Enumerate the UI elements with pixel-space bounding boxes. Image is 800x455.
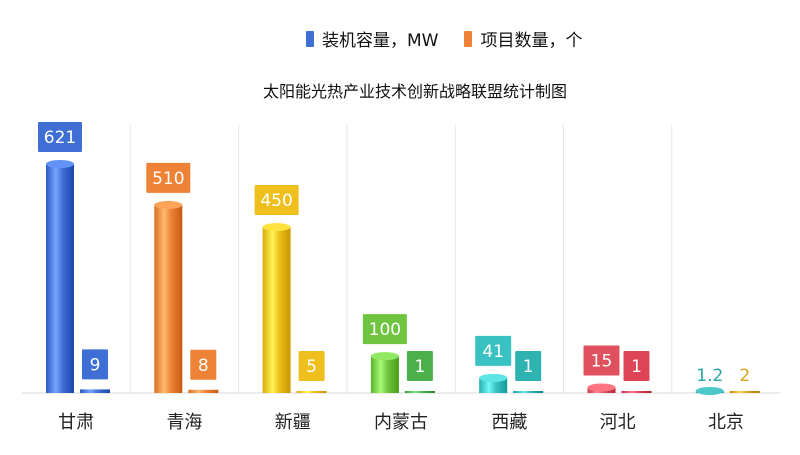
data-label-box-count [298, 351, 325, 381]
data-label-box-capacity [475, 335, 512, 366]
data-label-box-capacity [254, 185, 299, 216]
chart-title: 太阳能光热产业技术创新战略联盟统计制图 [262, 82, 567, 101]
data-label-box-capacity [362, 314, 407, 345]
bar-capacity-top [262, 223, 291, 232]
bar-capacity-top [154, 200, 183, 209]
legend-item-count: 项目数量，个 [464, 26, 582, 51]
bar-count [513, 391, 544, 393]
bar-capacity [46, 164, 74, 393]
data-label-box-count [406, 351, 433, 381]
legend-label-count: 项目数量，个 [480, 31, 583, 51]
data-label-box-capacity [583, 345, 620, 376]
data-label-count: 2 [739, 366, 750, 386]
x-tick-label: 河北 [600, 412, 636, 433]
data-label-count: 1 [631, 357, 642, 377]
x-tick-label: 西藏 [491, 412, 527, 433]
bar-count [80, 389, 110, 393]
x-tick-label: 内蒙古 [374, 412, 428, 433]
data-label-count: 1 [523, 357, 534, 377]
data-label-box-capacity [38, 122, 82, 152]
data-label-capacity: 621 [44, 128, 76, 148]
legend-label-capacity: 装机容量，MW [322, 31, 439, 51]
bar-capacity-top [370, 352, 399, 361]
bar-capacity-top [479, 373, 508, 382]
bar-capacity [154, 204, 183, 393]
x-tick-label: 青海 [166, 412, 202, 433]
bar-count [404, 391, 435, 393]
bar-capacity-top [46, 160, 74, 168]
bar-count [621, 391, 652, 393]
legend: 装机容量，MW 项目数量，个 [306, 26, 582, 51]
data-label-capacity: 41 [482, 342, 504, 362]
data-label-count: 8 [198, 356, 209, 376]
bar-capacity [479, 377, 508, 393]
data-label-count: 9 [90, 355, 101, 375]
legend-swatch-capacity [306, 30, 314, 47]
data-label-capacity: 450 [260, 191, 292, 211]
bar-capacity [262, 227, 291, 393]
bar-count [188, 389, 219, 393]
data-label-box-count [82, 349, 108, 380]
legend-swatch-count [464, 30, 473, 47]
bar-capacity [370, 356, 399, 393]
bar-count [296, 391, 327, 393]
data-label-count: 1 [414, 357, 425, 377]
data-label-capacity: 1.2 [696, 366, 723, 386]
bar-capacity-top [695, 387, 724, 395]
data-label-box-count [190, 349, 217, 380]
data-label-capacity: 510 [152, 169, 184, 189]
bar-capacity-top [587, 383, 616, 392]
legend-item-capacity: 装机容量，MW [306, 26, 438, 51]
data-label-box-count [515, 351, 542, 381]
data-label-box-count [623, 351, 650, 381]
data-label-capacity: 100 [369, 320, 401, 340]
data-label-count: 5 [306, 357, 317, 377]
bar-count [729, 391, 760, 393]
x-tick-label: 新疆 [275, 412, 311, 433]
x-tick-label: 甘肃 [58, 412, 94, 433]
data-label-capacity: 15 [591, 351, 613, 371]
data-label-box-capacity [146, 162, 191, 193]
x-tick-label: 北京 [708, 412, 744, 433]
